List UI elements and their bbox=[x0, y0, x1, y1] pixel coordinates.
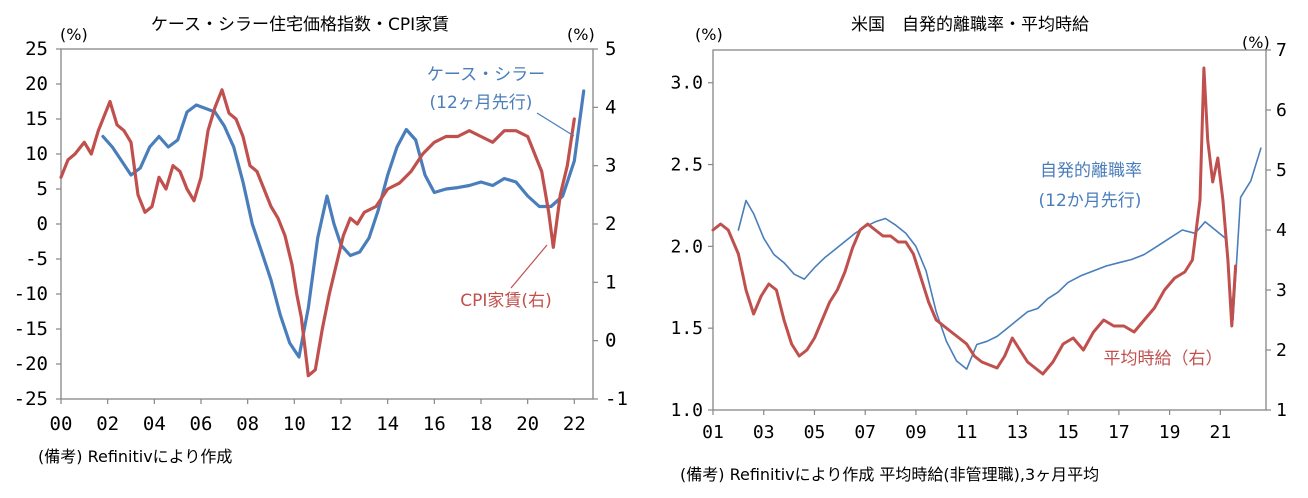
chart-left-right-tick-label: 1 bbox=[605, 271, 616, 293]
chart-right-x-tick-label: 13 bbox=[1007, 422, 1029, 443]
chart-left-x-tick-label: 10 bbox=[283, 413, 306, 435]
chart-left-left-tick-label: 0 bbox=[37, 213, 48, 235]
chart-right-x-ticks: 01 03 05 07 09 11 13 15 17 19 21 bbox=[702, 410, 1231, 443]
chart-right-series bbox=[711, 66, 1262, 376]
chart-left-x-tick-label: 06 bbox=[190, 413, 213, 435]
chart-left-left-tick-label: -10 bbox=[14, 283, 48, 305]
chart-right-left-tick-label: 1.5 bbox=[670, 318, 703, 339]
chart-right-series-line-1 bbox=[711, 66, 1238, 376]
chart-left-x-tick-label: 00 bbox=[50, 413, 73, 435]
chart-left-title: ケース・シラー住宅価格指数・CPI家賃 bbox=[151, 15, 449, 35]
chart-right-left-tick-label: 1.0 bbox=[670, 400, 703, 421]
chart-left-right-tick-label: 2 bbox=[605, 213, 616, 235]
chart-right-series-label-wage: 平均時給（右） bbox=[1104, 349, 1223, 369]
chart-right-right-tick-label: 7 bbox=[1276, 40, 1287, 61]
chart-right-x-tick-label: 09 bbox=[905, 422, 927, 443]
chart-right-left-unit: (%) bbox=[695, 25, 723, 44]
chart-left-right-ticks: 5 4 3 2 1 0 -1 bbox=[593, 38, 628, 410]
chart-left-left-unit: (%) bbox=[60, 25, 88, 44]
chart-right-x-tick-label: 07 bbox=[854, 422, 876, 443]
chart-left-x-tick-label: 12 bbox=[330, 413, 353, 435]
chart-left-x-tick-label: 02 bbox=[96, 413, 119, 435]
chart-left-series-line-1 bbox=[59, 88, 576, 378]
chart-right-x-tick-label: 19 bbox=[1159, 422, 1181, 443]
chart-left-left-tick-label: -15 bbox=[14, 318, 48, 340]
chart-left-x-tick-label: 20 bbox=[516, 413, 539, 435]
chart-left-callout-cs bbox=[536, 112, 575, 137]
chart-left-right-tick-label: 5 bbox=[605, 38, 616, 60]
chart-right-title: 米国 自発的離職率・平均時給 bbox=[851, 15, 1089, 35]
chart-left-left-tick-label: 15 bbox=[25, 108, 48, 130]
chart-right-series-sub-quit: (12か月先行) bbox=[1039, 191, 1142, 211]
chart-left-left-tick-label: -25 bbox=[14, 388, 48, 410]
chart-left-right-unit: (%) bbox=[567, 25, 595, 44]
chart-right-x-tick-label: 01 bbox=[702, 422, 724, 443]
chart-left-x-tick-label: 04 bbox=[143, 413, 166, 435]
chart-right-left-tick-label: 2.5 bbox=[670, 155, 703, 176]
chart-right-x-tick-label: 17 bbox=[1108, 422, 1130, 443]
chart-right-right-ticks: 7 6 5 4 3 2 1 bbox=[1266, 40, 1287, 421]
chart-left-x-tick-label: 16 bbox=[423, 413, 446, 435]
chart-right-note: (備考) Refinitivにより作成 平均時給(非管理職),3ヶ月平均 bbox=[680, 465, 1099, 484]
chart-right-right-tick-label: 4 bbox=[1276, 220, 1287, 241]
chart-right-x-tick-label: 05 bbox=[804, 422, 826, 443]
chart-left-left-tick-label: 10 bbox=[25, 143, 48, 165]
chart-left-series-line-0 bbox=[101, 89, 586, 359]
chart-left: ケース・シラー住宅価格指数・CPI家賃 (%) (%) 2520151050-5… bbox=[14, 15, 628, 466]
chart-left-x-tick-label: 18 bbox=[470, 413, 493, 435]
chart-left-left-tick-label: -5 bbox=[25, 248, 48, 270]
chart-right-right-tick-label: 5 bbox=[1276, 160, 1287, 181]
chart-right-right-tick-label: 6 bbox=[1276, 100, 1287, 121]
chart-right-x-tick-label: 21 bbox=[1209, 422, 1231, 443]
chart-left-left-tick-label: 5 bbox=[37, 178, 48, 200]
chart-left-left-tick-label: 20 bbox=[25, 73, 48, 95]
chart-left-series-sub-cs: (12ヶ月先行) bbox=[430, 93, 533, 113]
chart-left-series-label-cpi: CPI家賃(右) bbox=[460, 291, 551, 311]
chart-left-callout-cpi bbox=[510, 244, 548, 289]
chart-left-right-tick-label: -1 bbox=[605, 388, 628, 410]
chart-right-series-label-quit: 自発的離職率 bbox=[1040, 161, 1142, 181]
chart-left-left-ticks: 25 20 15 10 5 0 -5 -10 -15 -20 -25 bbox=[14, 38, 61, 410]
chart-right-left-tick-label: 2.0 bbox=[670, 236, 703, 257]
chart-right-left-tick-label: 3.0 bbox=[670, 73, 703, 94]
chart-left-right-tick-label: 3 bbox=[605, 155, 616, 177]
chart-right-x-tick-label: 15 bbox=[1057, 422, 1079, 443]
chart-left-left-tick-label: -20 bbox=[14, 353, 48, 375]
chart-right-x-tick-label: 03 bbox=[753, 422, 775, 443]
chart-right-right-tick-label: 2 bbox=[1276, 340, 1287, 361]
chart-right-series-line-0 bbox=[737, 147, 1262, 370]
chart-right-right-tick-label: 3 bbox=[1276, 280, 1287, 301]
chart-left-x-tick-label: 14 bbox=[376, 413, 399, 435]
chart-left-left-tick-label: 25 bbox=[25, 38, 48, 60]
chart-left-right-tick-label: 0 bbox=[605, 330, 616, 352]
chart-left-right-tick-label: 4 bbox=[605, 96, 616, 118]
chart-left-series-label-cs: ケース・シラー bbox=[427, 65, 545, 85]
chart-right-left-ticks: 3.0 2.5 2.0 1.5 1.0 bbox=[670, 73, 713, 421]
chart-left-series bbox=[59, 88, 586, 378]
chart-right-right-tick-label: 1 bbox=[1276, 400, 1287, 421]
chart-left-x-tick-label: 22 bbox=[563, 413, 586, 435]
chart-left-x-ticks: 00 02 04 06 08 10 12 14 16 18 20 22 bbox=[50, 399, 586, 435]
chart-left-note: (備考) Refinitivにより作成 bbox=[38, 447, 232, 466]
chart-right-x-tick-label: 11 bbox=[956, 422, 978, 443]
chart-right: 米国 自発的離職率・平均時給 (%) (%) 3.0 2.5 2.0 1.5 1.0 7… bbox=[670, 15, 1286, 484]
chart-left-x-tick-label: 08 bbox=[236, 413, 259, 435]
chart-right-right-unit: (%) bbox=[1242, 33, 1270, 52]
